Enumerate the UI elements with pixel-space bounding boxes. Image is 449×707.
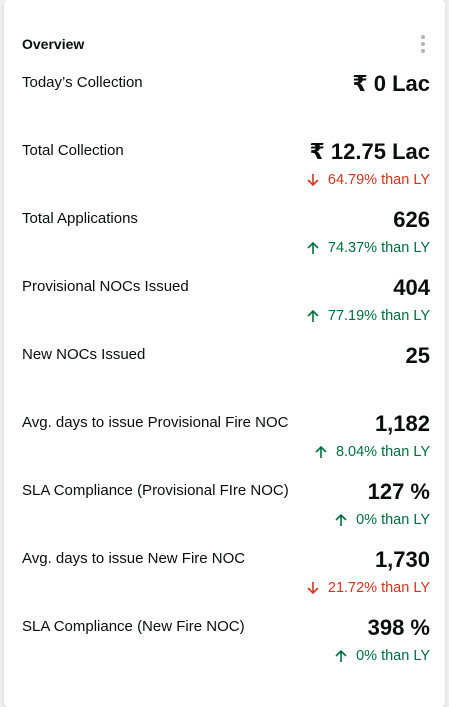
metric-change-text: 64.79% than LY <box>327 172 430 188</box>
metric-label: Total Applications <box>22 210 138 227</box>
card-header: Overview <box>22 34 427 56</box>
metric-change: 0% than LY <box>335 648 430 664</box>
metric-change-text: 21.72% than LY <box>327 580 430 596</box>
metric-value: 398 % <box>367 615 430 640</box>
arrow-down-icon <box>307 582 319 595</box>
metric-change: 8.04% than LY <box>315 444 430 460</box>
metric-value: 1,182 <box>374 411 430 436</box>
metric-label: New NOCs Issued <box>22 346 146 363</box>
arrow-up-icon <box>307 309 319 322</box>
metric-row-total-applications: Total Applications 626 74.37% than LY <box>22 207 430 270</box>
metric-label: Avg. days to issue New Fire NOC <box>22 550 246 567</box>
metric-value: 127 % <box>367 479 430 504</box>
metric-row-provisional-nocs-issued: Provisional NOCs Issued 404 77.19% than … <box>22 275 430 338</box>
metric-value: 404 <box>393 275 430 300</box>
metric-row-todays-collection: Today’s Collection ₹ 0 Lac <box>22 71 430 134</box>
metric-value: 1,730 <box>374 547 430 572</box>
metric-value: ₹ 12.75 Lac <box>309 139 431 164</box>
metric-change-text: 0% than LY <box>356 648 430 664</box>
metric-label: Today’s Collection <box>22 74 143 91</box>
metric-row-avg-days-provisional: Avg. days to issue Provisional Fire NOC … <box>22 411 430 474</box>
arrow-up-icon <box>307 241 319 254</box>
metric-label: SLA Compliance (Provisional FIre NOC) <box>22 482 289 499</box>
metric-label: Provisional NOCs Issued <box>22 278 189 295</box>
more-options-icon[interactable] <box>419 34 427 54</box>
metric-row-total-collection: Total Collection ₹ 12.75 Lac 64.79% than… <box>22 139 431 202</box>
metric-change: 0% than LY <box>335 512 430 528</box>
metric-label: SLA Compliance (New Fire NOC) <box>22 618 245 635</box>
card-title: Overview <box>22 36 85 52</box>
metric-change-text: 8.04% than LY <box>335 444 430 460</box>
metric-row-sla-new: SLA Compliance (New Fire NOC) 398 % 0% t… <box>22 615 430 678</box>
metric-value: 626 <box>393 207 430 232</box>
metric-label: Total Collection <box>22 142 124 159</box>
metric-row-sla-provisional: SLA Compliance (Provisional FIre NOC) 12… <box>22 479 430 542</box>
arrow-down-icon <box>307 174 319 187</box>
metric-row-avg-days-new: Avg. days to issue New Fire NOC 1,730 21… <box>22 547 430 610</box>
metric-change: 64.79% than LY <box>307 172 430 188</box>
metric-change-text: 74.37% than LY <box>327 240 430 256</box>
arrow-up-icon <box>335 513 347 526</box>
metric-row-new-nocs-issued: New NOCs Issued 25 <box>22 343 430 406</box>
metric-label: Avg. days to issue Provisional Fire NOC <box>22 414 289 431</box>
metric-value: ₹ 0 Lac <box>352 71 430 96</box>
arrow-up-icon <box>315 445 327 458</box>
metric-change: 77.19% than LY <box>307 308 430 324</box>
metric-change: 21.72% than LY <box>307 580 430 596</box>
metric-change-text: 77.19% than LY <box>327 308 430 324</box>
overview-card: Overview Today’s Collection ₹ 0 Lac Tota… <box>4 0 445 707</box>
metric-change: 74.37% than LY <box>307 240 430 256</box>
arrow-up-icon <box>335 649 347 662</box>
metric-value: 25 <box>405 343 430 368</box>
metric-change-text: 0% than LY <box>356 512 430 528</box>
